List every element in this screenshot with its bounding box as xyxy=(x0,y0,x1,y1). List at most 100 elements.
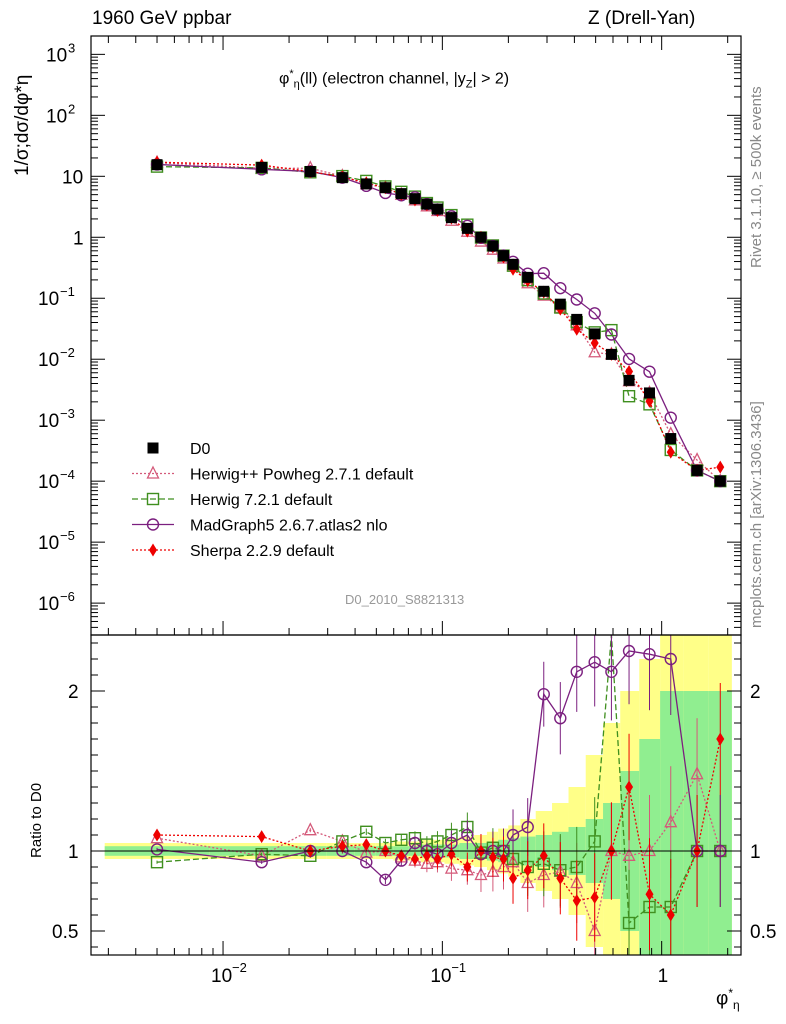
series-point-ratio xyxy=(303,822,317,836)
series-line-main xyxy=(157,161,721,472)
data-point xyxy=(379,182,391,194)
legend: D0 Herwig++ Powheg 2.7.1 default Herwig 7.… xyxy=(132,441,414,560)
y-axis-label: 1/σ;dσ/dφ*η xyxy=(12,74,33,176)
y-tick-label: 10 xyxy=(62,167,83,188)
data-point xyxy=(304,165,316,177)
data-point xyxy=(409,193,421,205)
series-point-ratio xyxy=(360,856,373,869)
data-point xyxy=(360,178,372,190)
y-tick-label: 10 xyxy=(38,350,59,371)
x-axis-label: φ*η xyxy=(716,986,740,1012)
legend-label: MadGraph5 2.6.7.atlas2 nlo xyxy=(190,518,388,535)
legend-marker xyxy=(149,543,157,557)
series-line-ratio xyxy=(157,738,721,917)
title-eta: η xyxy=(293,78,300,91)
series-point-ratio xyxy=(150,843,164,856)
data-point xyxy=(497,250,509,262)
data-point xyxy=(571,313,583,325)
data-point xyxy=(522,271,534,283)
ratio-axis-label: Ratio to D0 xyxy=(28,782,45,858)
y-tick-label-exp: −4 xyxy=(60,467,75,482)
y-tick-label: 10 xyxy=(46,106,67,127)
series-point-main xyxy=(716,460,725,474)
analysis-tag: D0_2010_S8821313 xyxy=(345,592,465,607)
series-point-ratio xyxy=(255,848,268,861)
series-point-ratio xyxy=(395,833,408,846)
series-point-main xyxy=(554,281,567,295)
x-label-phi: φ xyxy=(716,988,729,1010)
series-point-main xyxy=(666,445,675,459)
ratio-tick-label: 0.5 xyxy=(52,922,78,943)
x-tick-label: 10 xyxy=(211,966,232,987)
data-point xyxy=(623,374,635,386)
data-point xyxy=(445,212,457,224)
title-phi: φ xyxy=(279,70,290,88)
data-point xyxy=(589,328,601,340)
rivet-version-label: Rivet 3.1.10, ≥ 500k events xyxy=(748,86,765,268)
legend-marker xyxy=(146,465,160,479)
series-point-main xyxy=(537,267,550,280)
series-point-main xyxy=(605,323,618,337)
y-tick-label-exp: −6 xyxy=(60,589,75,604)
series-point-main xyxy=(622,352,636,366)
y-tick-label-exp: 3 xyxy=(68,40,75,55)
y-tick-label-exp: −5 xyxy=(60,528,75,543)
process-label: Z (Drell-Yan) xyxy=(588,8,696,29)
ratio-tick-label-right: 1 xyxy=(750,842,761,863)
band-inner xyxy=(660,691,684,955)
title-end: | > 2) xyxy=(472,70,510,88)
data-point xyxy=(151,159,163,171)
legend-marker xyxy=(147,442,159,454)
y-tick-label-exp: −1 xyxy=(60,284,75,299)
title-main: (ll) (electron channel, |y xyxy=(299,70,466,88)
series-point-main xyxy=(664,411,677,424)
data-point xyxy=(538,285,550,297)
y-tick-label-exp: 2 xyxy=(68,101,75,116)
legend-label: Herwig 7.2.1 default xyxy=(190,492,333,509)
x-tick-label: 1 xyxy=(658,966,669,987)
ratio-tick-label: 1 xyxy=(68,842,79,863)
x-label-eta: η xyxy=(733,998,740,1013)
data-point xyxy=(714,475,726,487)
legend-label: Herwig++ Powheg 2.7.1 default xyxy=(190,467,414,484)
series-point-main xyxy=(605,328,618,341)
x-tick-label: 10 xyxy=(430,966,451,987)
legend-marker xyxy=(146,492,160,506)
data-point xyxy=(431,203,443,215)
data-point xyxy=(256,161,268,173)
y-tick-label: 10 xyxy=(38,289,59,310)
band-inner xyxy=(683,691,709,955)
ratio-tick-label: 2 xyxy=(68,682,79,703)
main-plot-frame xyxy=(90,35,742,636)
legend-label: Sherpa 2.2.9 default xyxy=(190,543,335,560)
legend-label: D0 xyxy=(190,441,211,458)
series-point-main xyxy=(625,364,634,378)
y-tick-label: 10 xyxy=(46,45,67,66)
ratio-plot-frame xyxy=(90,634,742,956)
data-point xyxy=(395,188,407,200)
data-point xyxy=(487,240,499,252)
series-point-main xyxy=(572,322,581,336)
data-point xyxy=(643,387,655,399)
ratio-tick-label-right: 0.5 xyxy=(750,922,776,943)
plot-title: φ*η(ll) (electron channel, |yZ| > 2) xyxy=(279,68,509,91)
series-point-main xyxy=(588,307,601,320)
y-tick-label: 10 xyxy=(38,411,59,432)
title-star: * xyxy=(289,68,294,80)
axis-ticks: 10 −2 10 −1 110 310 210110−110−210−310−410−510… xyxy=(38,35,776,987)
y-tick-label: 10 xyxy=(38,594,59,615)
series-point-main xyxy=(588,344,602,358)
data-point xyxy=(475,231,487,243)
series-point-main xyxy=(570,293,583,306)
y-tick-label: 10 xyxy=(38,533,59,554)
data-point xyxy=(336,172,348,184)
data-point xyxy=(691,464,703,476)
mcplots-source-label: mcplots.cern.ch [arXiv:1306.3436] xyxy=(748,401,765,628)
title-z: Z xyxy=(465,78,473,91)
series-point-main xyxy=(590,336,599,350)
energy-label: 1960 GeV ppbar xyxy=(92,8,232,29)
series-point-ratio xyxy=(360,825,373,838)
data-point xyxy=(554,298,566,310)
y-tick-label: 10 xyxy=(38,472,59,493)
